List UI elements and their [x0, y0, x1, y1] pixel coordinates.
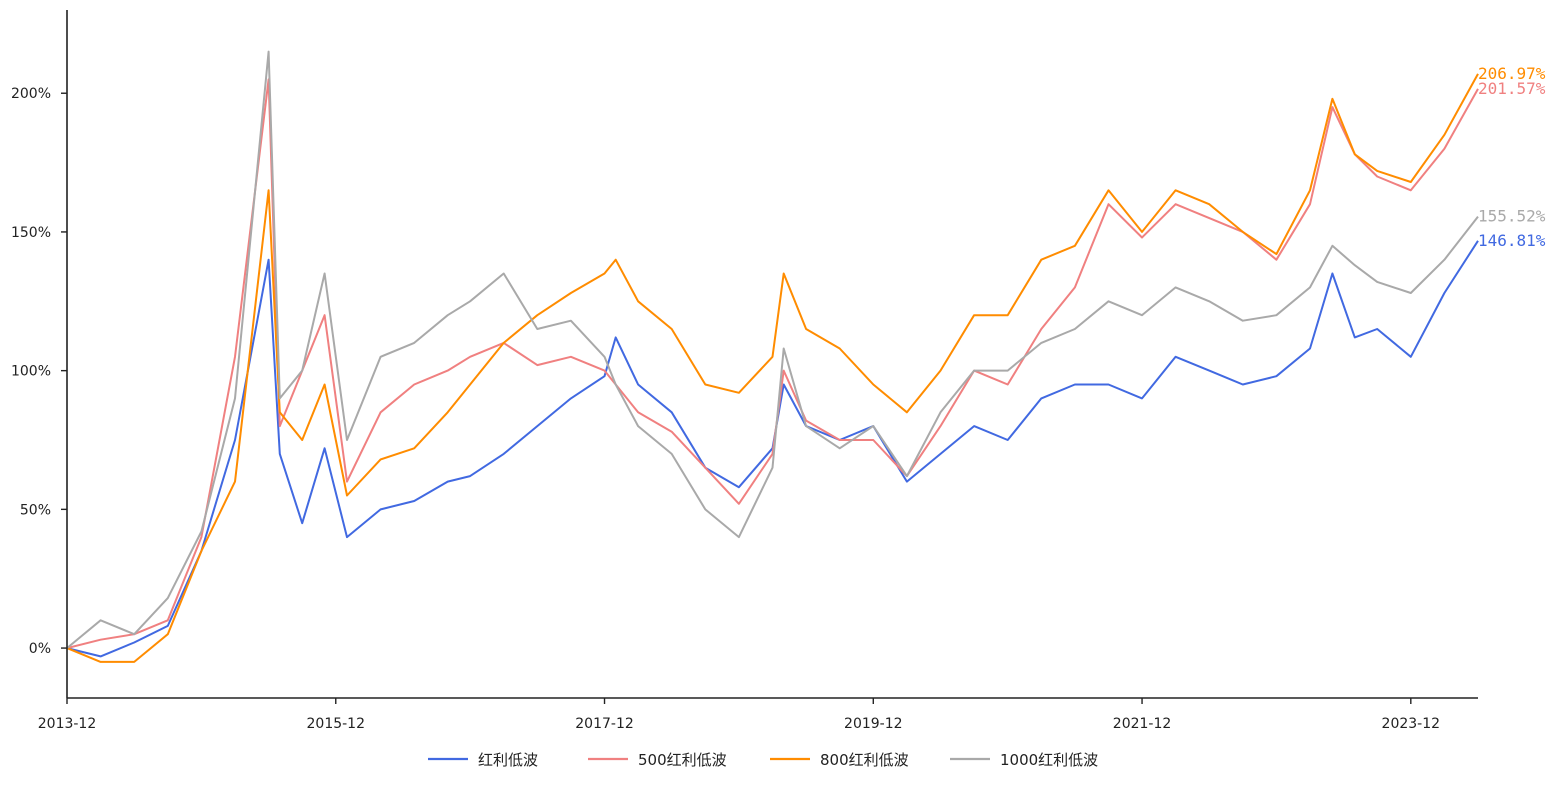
end-labels: 146.81% 201.57%206.97% 155.52%: [1478, 64, 1546, 250]
end-value-label-3: 206.97%: [1478, 64, 1546, 83]
y-tick-label: 200%: [11, 86, 51, 102]
x-tick-label: 2015-12: [307, 716, 366, 732]
series-line-1: [66, 240, 1479, 658]
y-tick-label: 100%: [11, 364, 51, 380]
series-layer: [66, 50, 1479, 663]
series-line-3: [66, 73, 1479, 663]
x-tick-label: 2021-12: [1113, 716, 1172, 732]
end-value-label-2: 201.57%: [1478, 79, 1546, 98]
end-value-label-1: 146.81%: [1478, 231, 1546, 250]
x-tick-label: 2017-12: [575, 716, 634, 732]
x-tick-label: 2019-12: [844, 716, 903, 732]
end-value-label-4: 155.52%: [1478, 207, 1546, 226]
y-tick-label: 0%: [29, 641, 51, 657]
x-ticks: 2013-12 2015-12 2017-12 2019-12 2021-12 2023-…: [38, 698, 1440, 732]
y-tick-label: 150%: [11, 225, 51, 241]
axes: [66, 10, 1478, 699]
legend-label-1: 红利低波: [478, 751, 538, 769]
x-tick-label: 2013-12: [38, 716, 97, 732]
x-tick-label: 2023-12: [1382, 716, 1441, 732]
legend: 红利低波 500红利低波 800红利低波 1000红利低波: [428, 751, 1098, 769]
y-tick-label: 50%: [20, 502, 51, 518]
legend-label-4: 1000红利低波: [1000, 751, 1098, 769]
legend-label-3: 800红利低波: [820, 751, 909, 769]
legend-label-2: 500红利低波: [638, 751, 727, 769]
series-line-4: [66, 50, 1479, 649]
y-ticks: 0% 50% 100% 150% 200%: [11, 86, 67, 657]
